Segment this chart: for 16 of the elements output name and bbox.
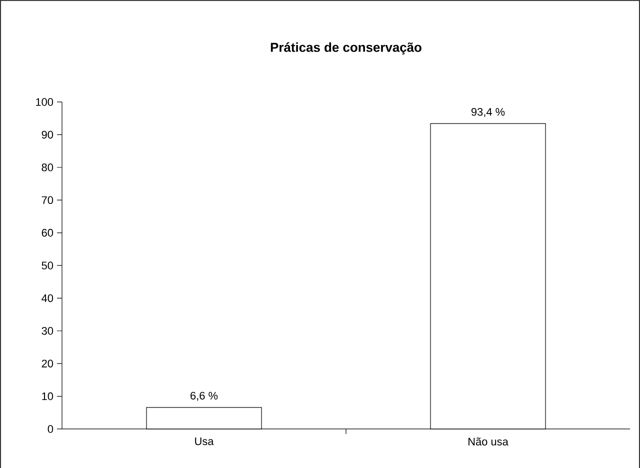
x-tick-label: Não usa <box>468 438 508 446</box>
y-tick-label: 100 <box>36 98 54 106</box>
y-tick-label: 90 <box>42 130 54 139</box>
x-tick-label: Usa <box>195 438 214 446</box>
y-tick-label: 50 <box>42 262 54 270</box>
chart-title: Práticas de conservação <box>270 42 422 54</box>
y-tick-label: 80 <box>42 164 54 172</box>
y-tick-label: 10 <box>42 392 54 400</box>
y-tick-label: 20 <box>42 360 54 368</box>
y-tick-label: 40 <box>42 294 54 302</box>
y-tick-label: 60 <box>42 228 54 237</box>
y-tick-label: 70 <box>42 196 54 204</box>
y-tick-label: 0 <box>48 425 54 433</box>
y-tick-label: 30 <box>42 327 54 335</box>
data-label: 93,4 % <box>471 108 505 118</box>
data-label: 6,6 % <box>190 392 218 401</box>
